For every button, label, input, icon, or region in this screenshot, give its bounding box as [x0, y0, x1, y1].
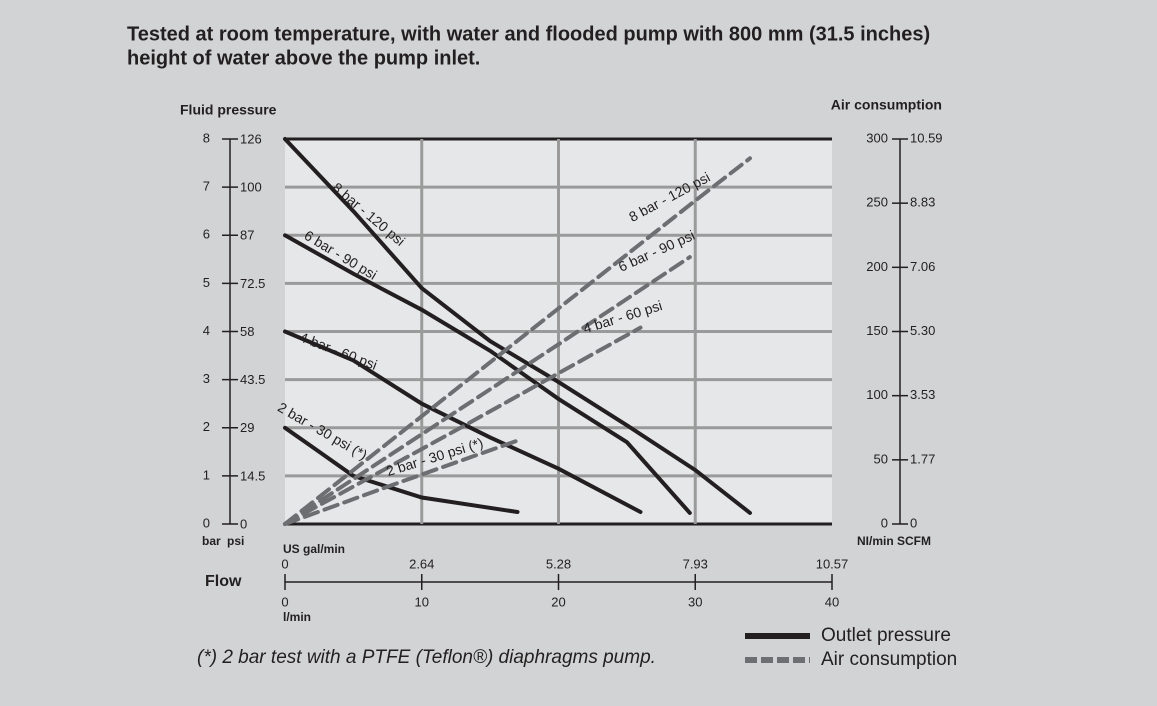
series-line: [283, 438, 520, 526]
x-axis-label: Flow: [205, 573, 242, 590]
x-tick-label: 0: [281, 594, 288, 609]
x-tick-label: 40: [825, 594, 839, 609]
y-psi-tick-label: 100: [240, 180, 262, 195]
x2-unit: US gal/min: [283, 542, 345, 556]
y-unit: bar: [202, 534, 221, 548]
y-psi-tick-label: 0: [240, 516, 247, 531]
y-tick-label: 8: [203, 130, 210, 145]
y-axis-label: Fluid pressure: [180, 102, 277, 118]
x-tick-label: 20: [551, 594, 565, 609]
y2-scfm-tick-label: 10.59: [910, 130, 943, 145]
y2-scfm-tick-label: 0: [910, 515, 917, 530]
y2-tick-label: 250: [866, 195, 888, 210]
y-tick-label: 5: [203, 275, 210, 290]
y2-scfm-tick-label: 3.53: [910, 387, 935, 402]
y2-scfm-tick-label: 1.77: [910, 451, 935, 466]
x-tick-label: 30: [688, 594, 702, 609]
series-line: [283, 156, 752, 526]
y2-axis-label: Air consumption: [831, 97, 942, 113]
chart-title: height of water above the pump inlet.: [127, 47, 480, 69]
legend-label: Outlet pressure: [821, 625, 951, 646]
series-line: [283, 329, 643, 514]
y-tick-label: 6: [203, 227, 210, 242]
y-tick-label: 2: [203, 419, 210, 434]
y2-scfm-tick-label: 5.30: [910, 323, 935, 338]
y2-tick-label: 300: [866, 130, 888, 145]
y-psi-tick-label: 14.5: [240, 468, 265, 483]
series-line: [283, 325, 643, 526]
x2-tick-label: 2.64: [409, 556, 434, 571]
y-psi-tick-label: 58: [240, 324, 254, 339]
y-tick-label: 3: [203, 371, 210, 386]
y-psi-tick-label: 43.5: [240, 372, 265, 387]
y-psi-tick-label: 126: [240, 131, 262, 146]
x2-tick-label: 10.57: [816, 556, 849, 571]
x2-tick-label: 7.93: [683, 556, 708, 571]
y-psi-tick-label: 87: [240, 228, 254, 243]
legend-label: Air consumption: [821, 649, 957, 670]
x2-tick-label: 5.28: [546, 556, 571, 571]
y2-tick-label: 0: [881, 515, 888, 530]
y2-tick-label: 150: [866, 323, 888, 338]
x-tick-label: 10: [415, 594, 429, 609]
y-tick-label: 0: [203, 515, 210, 530]
y2-scfm-tick-label: 7.06: [910, 259, 935, 274]
y2-tick-label: 50: [874, 451, 888, 466]
x2-tick-label: 0: [281, 556, 288, 571]
x-unit: l/min: [283, 610, 311, 624]
series-line: [283, 425, 520, 514]
y-tick-label: 1: [203, 467, 210, 482]
y2-tick-label: 200: [866, 259, 888, 274]
y-tick-label: 7: [203, 179, 210, 194]
y2-scfm-tick-label: 8.83: [910, 195, 935, 210]
y-tick-label: 4: [203, 323, 210, 338]
y2-tick-label: 100: [866, 387, 888, 402]
footnote: (*) 2 bar test with a PTFE (Teflon®) dia…: [197, 647, 656, 668]
y2-unit: NI/min SCFM: [857, 534, 931, 548]
series-line: [283, 255, 692, 526]
y-psi-tick-label: 29: [240, 420, 254, 435]
y-psi-tick-label: 72.5: [240, 276, 265, 291]
series-line: [283, 137, 752, 515]
y-unit: psi: [227, 534, 244, 548]
series-line: [283, 233, 692, 515]
chart-title: Tested at room temperature, with water a…: [127, 23, 930, 45]
